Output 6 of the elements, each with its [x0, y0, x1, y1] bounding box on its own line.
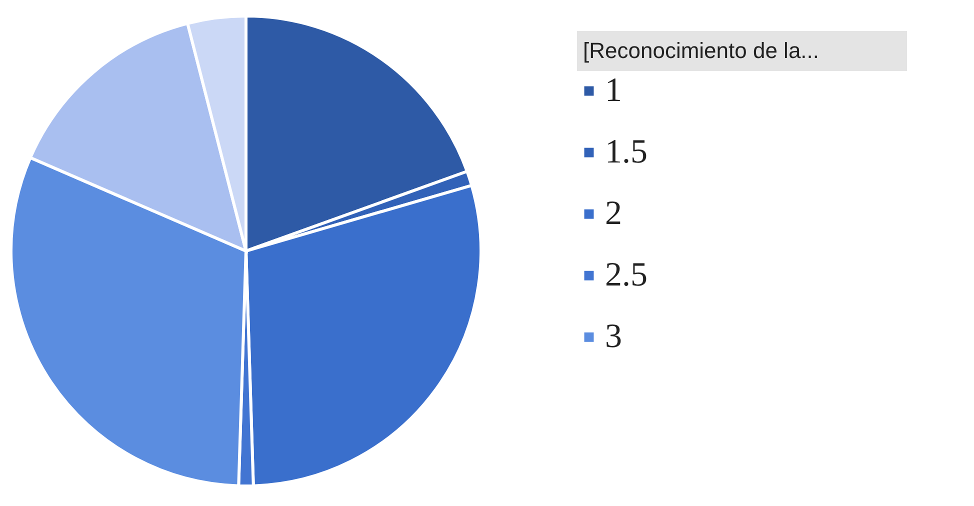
legend-title: [Reconocimiento de la...	[583, 38, 820, 63]
legend-label: 2.5	[605, 256, 648, 294]
legend-label: 1	[605, 72, 622, 109]
legend-label: 1.5	[605, 134, 648, 171]
legend-label: 3	[605, 318, 622, 356]
legend-label: 2	[605, 195, 622, 232]
